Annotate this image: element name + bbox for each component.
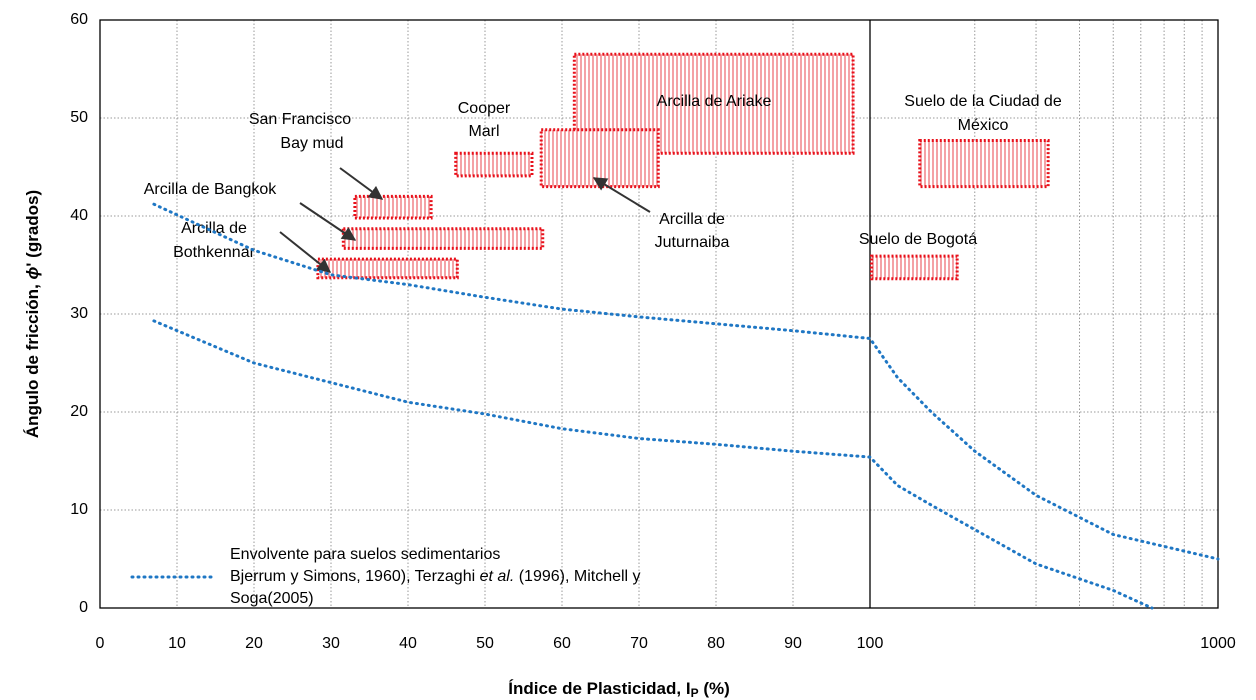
region-label: San Francisco xyxy=(249,111,351,128)
annotation-arrow xyxy=(299,202,357,241)
region xyxy=(341,227,545,250)
x-tick-label: 70 xyxy=(630,635,648,652)
region-label: Suelo de la Ciudad de xyxy=(904,93,1062,110)
region-label: México xyxy=(958,117,1009,134)
y-tick-label: 60 xyxy=(70,11,88,28)
envelope-line xyxy=(152,202,1220,561)
x-axis-label-part: Índice de Plasticidad, I xyxy=(508,679,690,698)
x-axis-label-part: P xyxy=(691,686,699,700)
x-axis-label: Índice de Plasticidad, IP (%) xyxy=(508,679,730,700)
y-tick-label: 50 xyxy=(70,109,88,126)
x-tick-label: 90 xyxy=(784,635,802,652)
annotation-arrow xyxy=(279,231,332,273)
y-tick-label: 40 xyxy=(70,207,88,224)
x-tick-label: 40 xyxy=(399,635,417,652)
x-tick-label: 80 xyxy=(707,635,725,652)
annotation-arrow xyxy=(592,177,651,213)
plot-frame xyxy=(99,19,1219,609)
envelope-line xyxy=(152,319,1154,610)
y-tick-label: 10 xyxy=(70,501,88,518)
region xyxy=(870,254,959,281)
region-label: Arcilla de Bangkok xyxy=(144,181,278,198)
region xyxy=(353,194,433,220)
region xyxy=(316,257,459,280)
x-tick-label: 20 xyxy=(245,635,263,652)
region xyxy=(454,151,534,178)
region-label: Marl xyxy=(468,123,499,140)
x-tick-label: 0 xyxy=(96,635,105,652)
y-tick-label: 30 xyxy=(70,305,88,322)
legend-text: Bjerrum y Simons, 1960), Terzaghi et al.… xyxy=(230,568,641,585)
legend-text: Soga(2005) xyxy=(230,590,314,607)
region-label: Juturnaiba xyxy=(655,234,730,251)
region-label: Bothkennar xyxy=(173,244,256,261)
x-axis-label-part: (%) xyxy=(699,679,730,698)
y-axis-label-part: ' (grados) xyxy=(23,190,42,267)
region-label: Suelo de Bogotá xyxy=(859,231,977,248)
annotation-arrow xyxy=(339,167,384,200)
x-tick-label: 60 xyxy=(553,635,571,652)
region-label: Arcilla de Ariake xyxy=(657,93,772,110)
x-tick-label: 30 xyxy=(322,635,340,652)
legend-text-part: et al. xyxy=(480,568,515,585)
y-axis-label: Ángulo de fricción, ϕ' (grados) xyxy=(23,190,42,438)
legend-text: Envolvente para suelos sedimentarios xyxy=(230,546,500,563)
y-axis-label-part: Ángulo de fricción, xyxy=(23,279,42,438)
x-tick-label: 50 xyxy=(476,635,494,652)
x-tick-label: 100 xyxy=(857,635,884,652)
x-tick-label: 10 xyxy=(168,635,186,652)
region-label: Cooper xyxy=(458,100,511,117)
region-label: Arcilla de xyxy=(659,211,725,228)
y-tick-label: 0 xyxy=(79,599,88,616)
y-tick-label: 20 xyxy=(70,403,88,420)
region-label: Bay mud xyxy=(280,135,343,152)
legend-text-part: Bjerrum y Simons, 1960), Terzaghi xyxy=(230,568,480,585)
y-axis-label-part: ϕ xyxy=(23,266,42,279)
region xyxy=(539,128,660,189)
legend-text-part: (1996), Mitchell y xyxy=(514,568,640,585)
region xyxy=(918,139,1050,189)
x-tick-label: 1000 xyxy=(1200,635,1236,652)
